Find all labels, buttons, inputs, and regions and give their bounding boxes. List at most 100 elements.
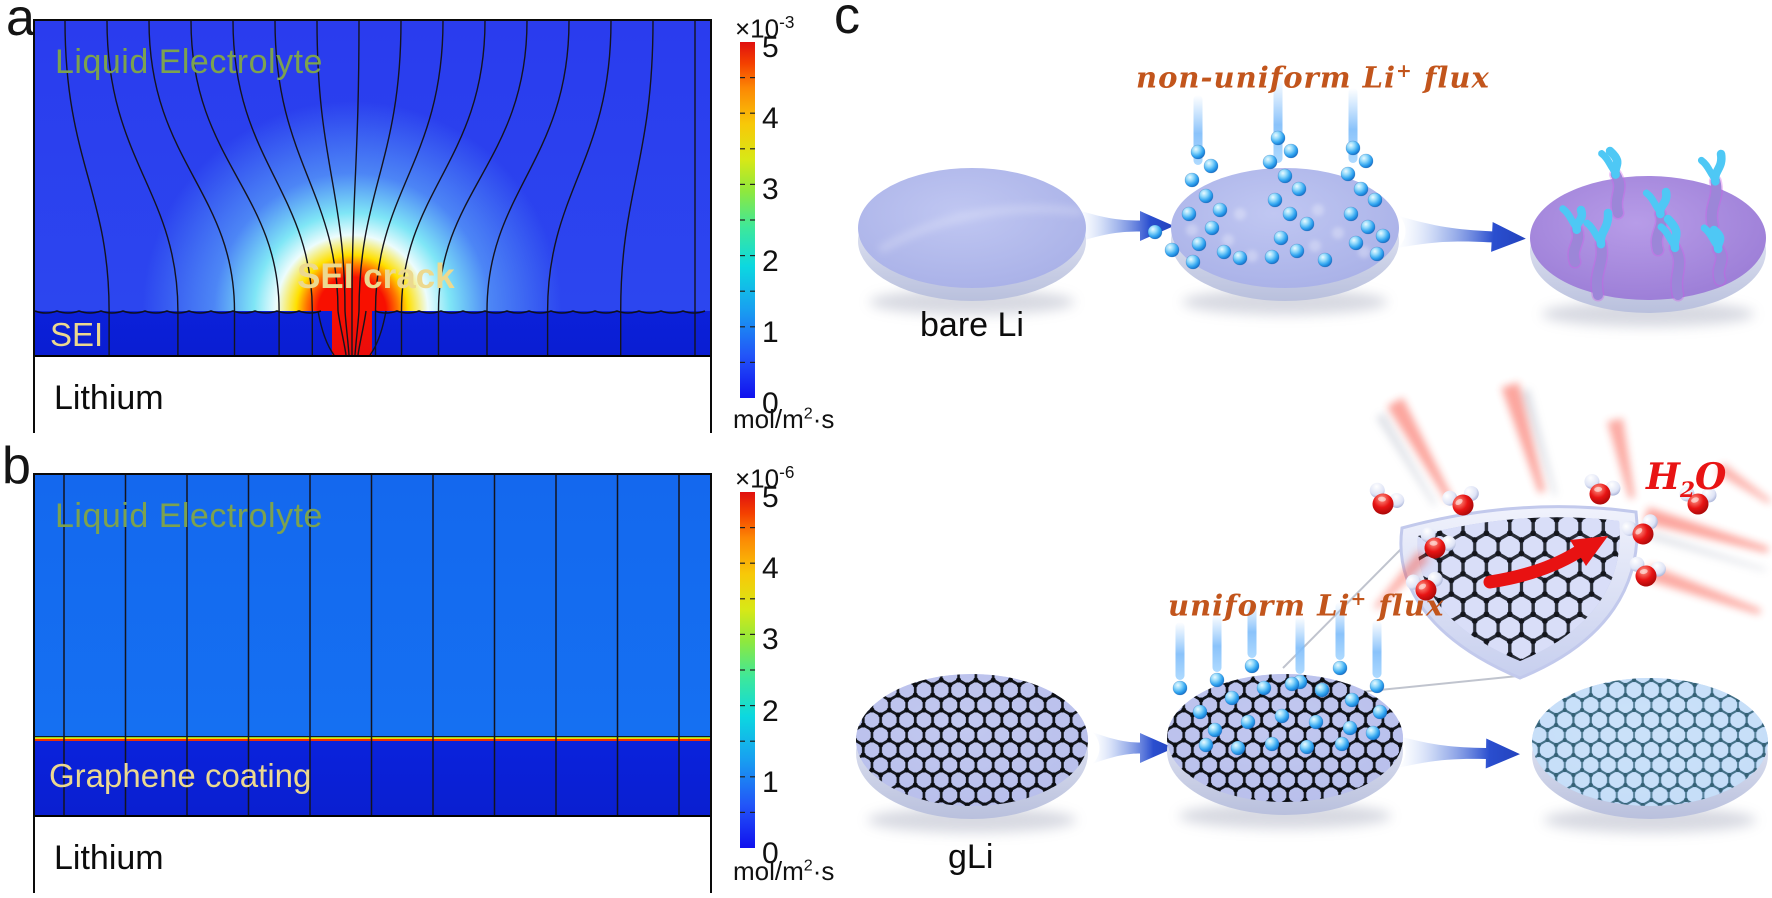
water-molecule (1584, 473, 1621, 505)
panel-b-colorbar-labels: 5 4 3 2 1 0 (762, 481, 808, 870)
colorbar-tick-label: 1 (762, 315, 779, 349)
li-dendrite (1657, 214, 1686, 302)
colorbar-tick-label: 0 (762, 837, 779, 870)
panel-a-sei-layer (35, 311, 710, 355)
callout-line (1339, 675, 1519, 695)
unit-sup: 2 (803, 856, 813, 875)
unit-post: ·s (812, 404, 835, 434)
colorbar-tick-label: 0 (762, 387, 779, 420)
panel-b-graphene-coating-layer (35, 741, 710, 815)
panel-a-colorbar-labels: 5 4 3 2 1 0 (762, 31, 808, 420)
li-dendrite (1700, 224, 1728, 287)
colorbar-tick-label: 5 (762, 481, 779, 514)
li-dendrite (1583, 208, 1613, 302)
flux-ray (1643, 507, 1769, 553)
exponent-power: -6 (779, 462, 795, 482)
water-molecule (1679, 486, 1717, 515)
blocked-flow-arrow (1483, 536, 1608, 589)
flux-ray (1501, 382, 1546, 493)
water-molecule (1442, 485, 1479, 516)
panel-b-field-lines (63, 475, 680, 815)
colorbar-tick-label: 3 (762, 623, 779, 657)
panel-a-colorbar-ticks (740, 76, 755, 363)
panel-b-coating-label: Graphene coating (49, 757, 312, 794)
li-dendrite (1642, 187, 1671, 257)
colorbar-tick-label: 2 (762, 244, 779, 278)
flux-ray (1520, 388, 1557, 496)
panel-b-colorbar-unit: mol/m2·s (733, 856, 834, 887)
water-molecule (1405, 571, 1443, 601)
process-arrow-2 (1397, 216, 1526, 252)
flux-text-sup: + (1396, 60, 1413, 82)
protected-gli-disc (1532, 678, 1768, 833)
unit-post: ·s (812, 856, 835, 886)
li-ion-spheres (1172, 658, 1388, 756)
panel-b-lithium-region (35, 815, 710, 893)
flux-ray (1648, 531, 1766, 572)
panel-a-colorbar-unit: mol/m2·s (733, 404, 834, 435)
gli-plating-disc (1167, 674, 1403, 829)
unit-pre: mol/m (733, 404, 804, 434)
flux-text-sup: + (1350, 588, 1368, 610)
panel-a-field-lines (35, 21, 706, 356)
flux-ray (1387, 397, 1453, 502)
panel-c-scene (856, 78, 1772, 833)
li-ion-spheres (1147, 130, 1391, 270)
panel-a-electrolyte-region (35, 21, 710, 311)
colorbar-tick-label: 3 (762, 173, 779, 207)
flux-text-pre: non-uniform Li (1136, 60, 1397, 95)
exponent-power: -3 (779, 12, 795, 32)
process-arrow-4 (1397, 736, 1520, 769)
panel-a-label: a (6, 0, 35, 47)
colorbar-tick-label: 4 (762, 552, 779, 586)
flux-text-post: flux (1367, 588, 1445, 623)
panel-c-label: c (834, 0, 860, 45)
flux-text-post: flux (1412, 60, 1490, 95)
gli-disc (856, 674, 1088, 833)
gli-caption: gLi (948, 838, 994, 876)
flux-ray (1645, 564, 1761, 615)
panel-b-simulation: Liquid Electrolyte Graphene coating Lith… (33, 473, 712, 893)
bare-li-disc (858, 168, 1086, 315)
colorbar-tick-label: 1 (762, 765, 779, 799)
uniform-ion-streams (1175, 600, 1382, 680)
water-molecule (1621, 514, 1658, 545)
panel-a-lithium-label: Lithium (54, 379, 164, 417)
unit-pre: mol/m (733, 856, 804, 886)
li-dendrite (1697, 149, 1726, 233)
panel-a-crack-label: SEI crack (297, 257, 455, 296)
water-molecule (1420, 527, 1456, 559)
panel-a-electrolyte-label: Liquid Electrolyte (55, 43, 323, 81)
panel-a-sei-label: SEI (50, 316, 104, 353)
li-dendrite (1598, 146, 1626, 220)
panel-a-simulation: Liquid Electrolyte SEI crack SEI Lithium (33, 19, 712, 433)
h2o-annotation: H2O (1646, 456, 1726, 503)
process-arrow-3 (1092, 732, 1174, 764)
flux-ray (1374, 550, 1430, 610)
flux-text-pre: uniform Li (1168, 588, 1351, 623)
panel-a-colorbar-exponent: ×10-3 (735, 12, 794, 45)
colorbar-tick-label: 4 (762, 102, 779, 136)
unit-sup: 2 (803, 404, 813, 423)
colorbar-tick-label: 2 (762, 694, 779, 728)
flux-ray (1607, 418, 1635, 499)
panel-b-electrolyte-region (35, 475, 710, 736)
h2o-pre: H (1646, 456, 1681, 498)
panel-b-colorbar (740, 492, 755, 848)
water-molecule (1369, 482, 1405, 515)
water-molecule (1629, 556, 1666, 587)
panel-a-lithium-region (35, 355, 710, 433)
h2o-sub: 2 (1680, 478, 1696, 504)
h2o-post: O (1695, 456, 1727, 498)
uniform-flux-annotation: uniform Li+ flux (1168, 588, 1444, 623)
li-dendrite (1559, 205, 1587, 269)
panel-b-colorbar-ticks (740, 526, 755, 813)
panel-b-label: b (2, 437, 31, 495)
flux-ray (1716, 463, 1772, 504)
exponent-base: ×10 (735, 13, 780, 44)
panel-b-colorbar-exponent: ×10-6 (735, 462, 794, 495)
panel-a-colorbar (740, 42, 755, 398)
flux-ray (1375, 412, 1437, 506)
exponent-base: ×10 (735, 463, 780, 494)
